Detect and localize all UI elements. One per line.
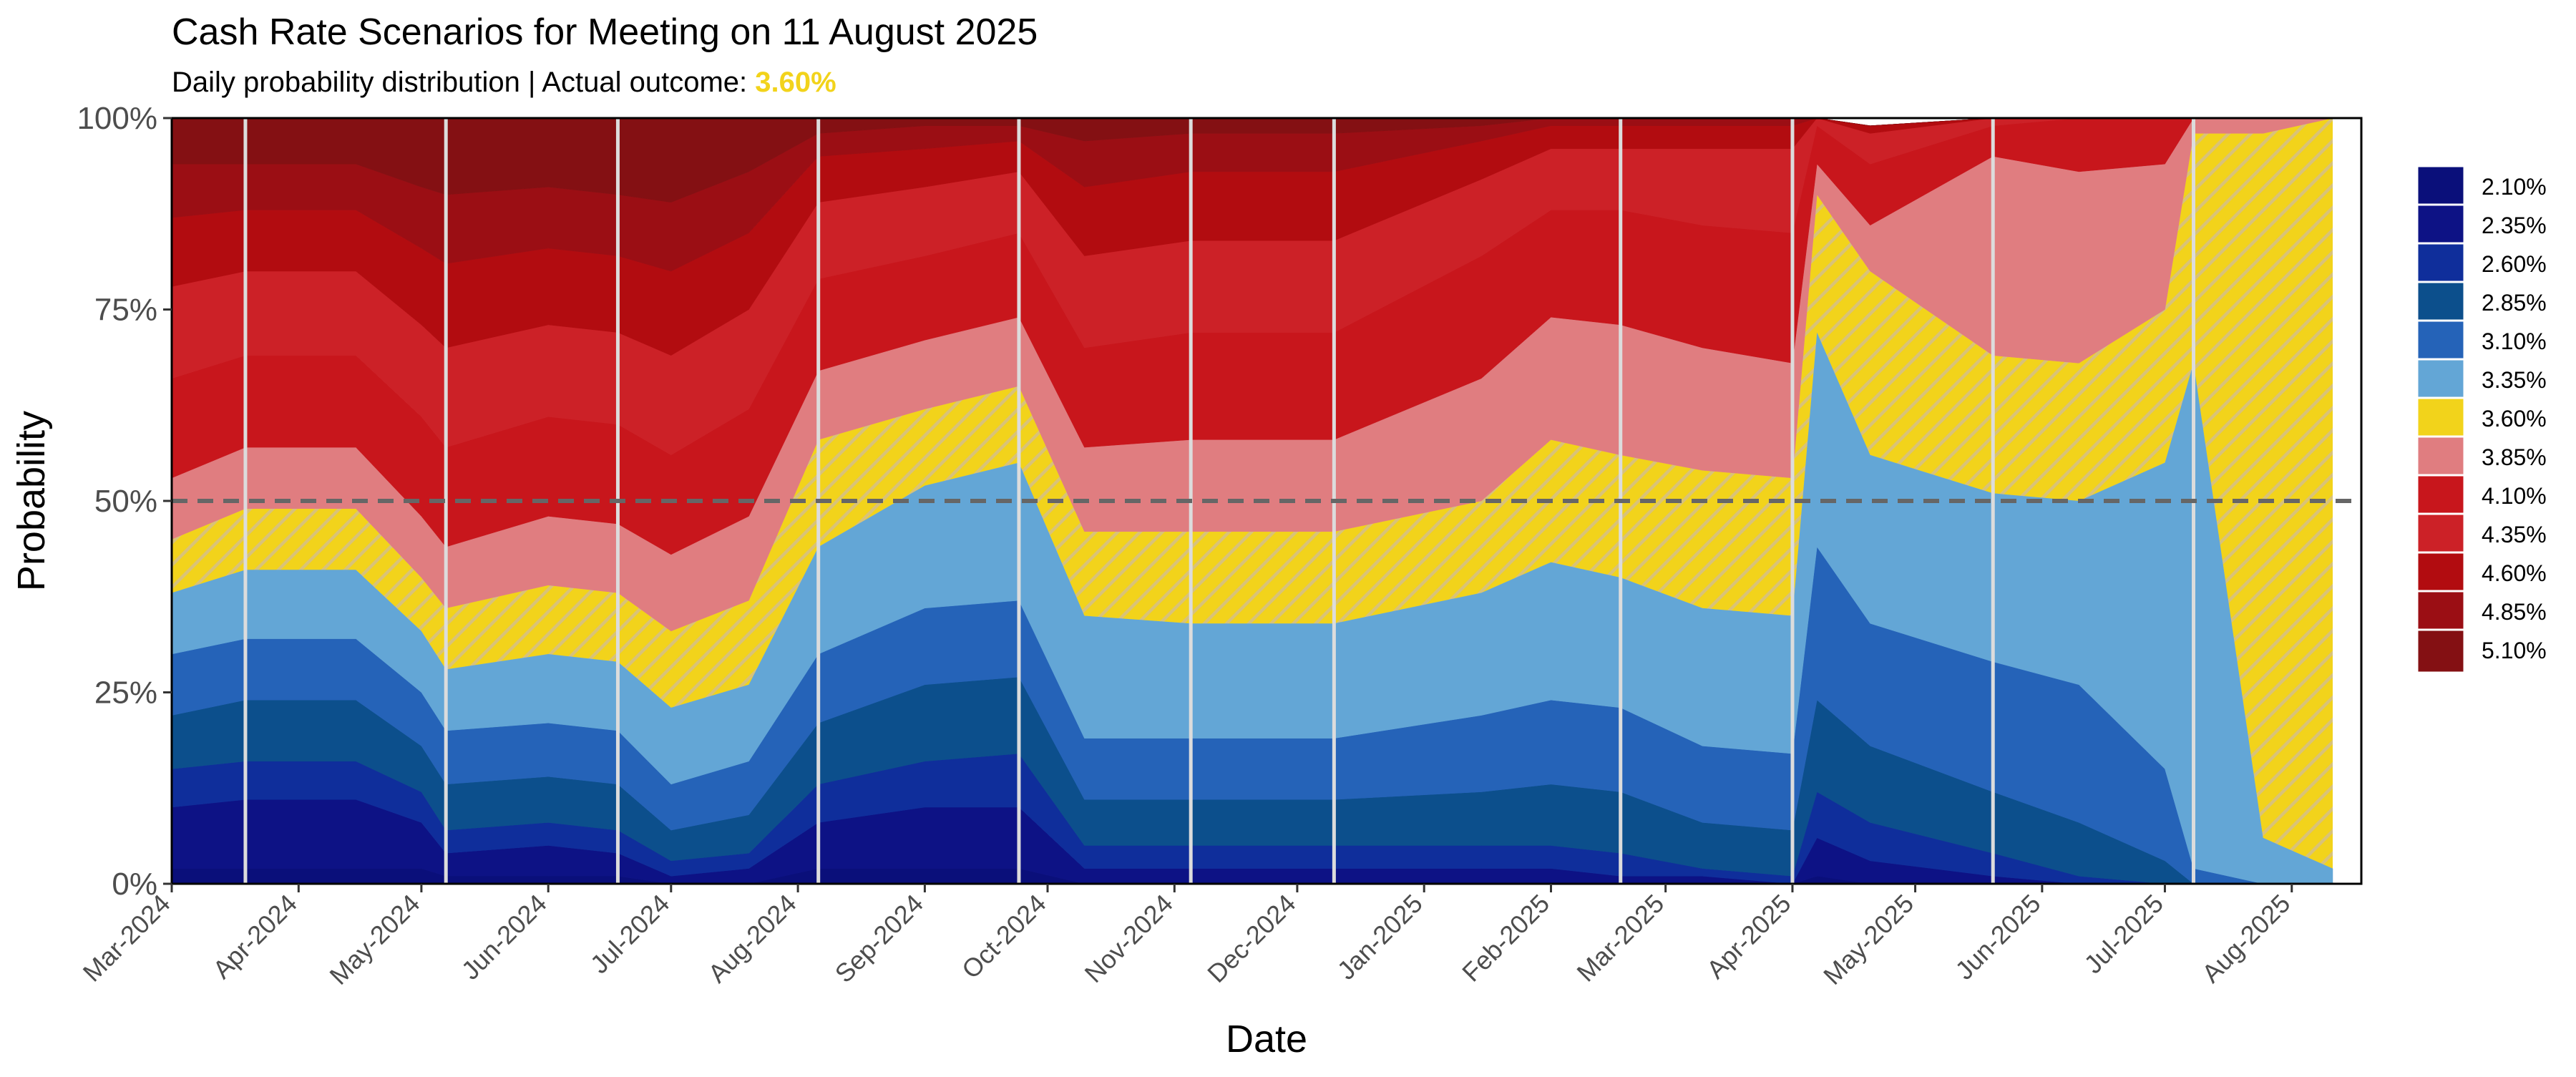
- legend-label: 2.10%: [2482, 174, 2547, 200]
- legend-label: 2.35%: [2482, 213, 2547, 238]
- chart-title: Cash Rate Scenarios for Meeting on 11 Au…: [172, 11, 1038, 53]
- legend-label: 4.35%: [2482, 522, 2547, 547]
- x-tick-label: Oct-2024: [956, 889, 1052, 985]
- legend-swatch: [2416, 319, 2466, 365]
- x-tick-label: Jul-2025: [2078, 889, 2169, 980]
- legend-label: 3.10%: [2482, 328, 2547, 354]
- x-tick-label: Aug-2024: [702, 889, 801, 988]
- area-3-60pct: [172, 118, 2333, 869]
- x-tick-label: Aug-2025: [2196, 889, 2296, 988]
- legend-swatch: [2416, 203, 2466, 249]
- x-tick-label: Feb-2025: [1456, 889, 1555, 988]
- legend-swatch: [2416, 242, 2466, 288]
- legend-label: 2.60%: [2482, 251, 2547, 277]
- legend: 2.10% 2.35% 2.60% 2.85% 3.10% 3.35% 3.60% 3.85%…: [2416, 165, 2547, 674]
- legend-swatch: [2416, 512, 2466, 558]
- legend-swatch: [2416, 628, 2466, 674]
- x-tick-label: Mar-2024: [77, 889, 176, 988]
- legend-label: 2.85%: [2482, 290, 2547, 316]
- legend-label: 4.60%: [2482, 560, 2547, 586]
- y-tick-label: 0%: [112, 867, 157, 902]
- x-tick-label: Apr-2024: [207, 889, 303, 985]
- legend-swatch: [2416, 281, 2466, 326]
- legend-swatch: [2416, 474, 2466, 520]
- y-tick-label: 25%: [94, 676, 157, 711]
- x-tick-label: Jul-2024: [585, 889, 675, 980]
- x-tick-label: Jun-2025: [1949, 889, 2046, 985]
- x-tick-label: Jun-2024: [456, 889, 552, 985]
- legend-label: 3.60%: [2482, 406, 2547, 432]
- x-axis-title: Date: [1226, 1018, 1307, 1061]
- legend-label: 4.10%: [2482, 483, 2547, 509]
- x-tick-label: Apr-2025: [1701, 889, 1797, 985]
- x-tick-label: May-2024: [323, 889, 425, 990]
- y-axis: 0% 25% 50% 75% 100%: [77, 101, 172, 902]
- y-axis-title: Probability: [10, 411, 53, 591]
- x-axis: Mar-2024 Apr-2024 May-2024 Jun-2024 Jul-2024…: [77, 884, 2296, 990]
- x-tick-label: Mar-2025: [1571, 889, 1669, 988]
- legend-label: 3.35%: [2482, 367, 2547, 393]
- legend-swatch: [2416, 165, 2466, 210]
- x-tick-label: Dec-2024: [1201, 889, 1301, 988]
- x-tick-label: May-2025: [1818, 889, 1919, 990]
- y-tick-label: 100%: [77, 101, 157, 136]
- legend-label: 4.85%: [2482, 599, 2547, 625]
- chart-subtitle: Daily probability distribution | Actual …: [172, 67, 836, 98]
- x-tick-label: Nov-2024: [1079, 889, 1179, 988]
- legend-swatch: [2416, 435, 2466, 481]
- subtitle-highlight: 3.60%: [755, 67, 836, 98]
- subtitle-prefix: Daily probability distribution | Actual …: [172, 67, 755, 98]
- legend-swatch: [2416, 358, 2466, 404]
- legend-label: 3.85%: [2482, 444, 2547, 470]
- legend-swatch: [2416, 396, 2466, 442]
- legend-swatch: [2416, 551, 2466, 597]
- x-tick-label: Sep-2024: [829, 889, 929, 988]
- legend-label: 5.10%: [2482, 638, 2547, 663]
- y-tick-label: 50%: [94, 484, 157, 519]
- legend-swatch: [2416, 590, 2466, 635]
- y-tick-label: 75%: [94, 293, 157, 328]
- x-tick-label: Jan-2025: [1332, 889, 1428, 985]
